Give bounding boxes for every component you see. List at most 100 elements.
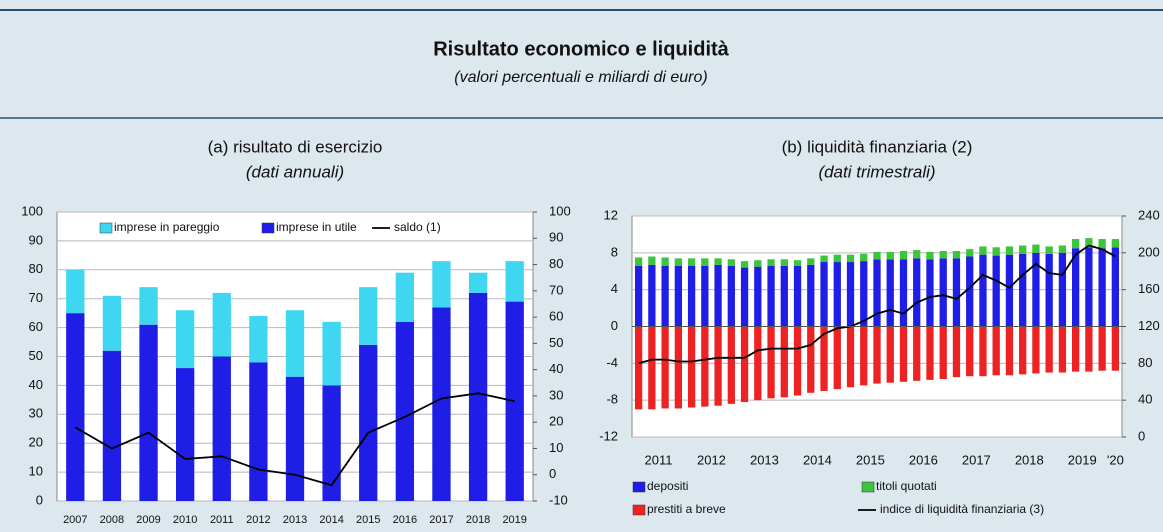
bar-segment	[1072, 239, 1080, 249]
bar-segment	[1098, 248, 1106, 327]
x-tick-label: 2012	[246, 514, 270, 526]
bar-segment	[66, 269, 85, 314]
bar-segment	[939, 326, 947, 379]
bar-segment	[793, 326, 802, 396]
bar-segment	[899, 259, 908, 327]
x-tick-label: 2013	[283, 514, 307, 526]
bar-segment	[322, 385, 341, 501]
bar-segment	[807, 326, 815, 393]
legend-label: imprese in pareggio	[114, 220, 220, 234]
x-tick-label: 2010	[173, 514, 197, 526]
bar-segment	[939, 258, 947, 327]
bar-segment	[634, 257, 643, 266]
y-tick-label: 70	[29, 290, 43, 305]
bar-segment	[793, 260, 802, 266]
x-tick-label: 2012	[697, 452, 726, 467]
bar-segment	[820, 326, 828, 391]
bar-segment	[913, 250, 921, 259]
bar-segment	[249, 362, 268, 501]
bar-segment	[1072, 326, 1080, 372]
bar-segment	[212, 356, 231, 501]
bar-segment	[846, 326, 855, 388]
bar-segment	[979, 254, 987, 327]
x-tick-label: 2018	[1015, 452, 1044, 467]
bar-segment	[727, 265, 735, 327]
x-tick-label: 2016	[909, 452, 938, 467]
bar-segment	[661, 257, 669, 266]
bar-segment	[727, 259, 735, 266]
bar-segment	[102, 295, 122, 351]
y2-tick-label: 40	[1138, 392, 1152, 407]
bar-segment	[780, 326, 788, 398]
bar-segment	[701, 326, 709, 407]
bar-segment	[860, 261, 868, 327]
y2-tick-label: 100	[549, 203, 571, 218]
y2-tick-label: 80	[549, 256, 563, 271]
x-tick-label: 2015	[856, 452, 885, 467]
bar-segment	[754, 266, 762, 327]
bar-segment	[661, 265, 669, 327]
legend-label: depositi	[647, 479, 688, 493]
x-tick-label: 2016	[393, 514, 417, 526]
bar-segment	[1045, 253, 1053, 327]
legend-label: saldo (1)	[394, 220, 441, 234]
bar-segment	[1045, 326, 1053, 373]
bar-segment	[1032, 252, 1040, 327]
bar-segment	[648, 326, 656, 410]
bar-segment	[648, 256, 656, 265]
x-tick-label: 2008	[100, 514, 124, 526]
y-tick-label: 80	[29, 261, 43, 276]
bar-segment	[714, 326, 722, 406]
legend-label: indice di liquidità finanziaria (3)	[880, 502, 1044, 516]
bar-segment	[1019, 253, 1027, 327]
bar-segment	[687, 326, 696, 408]
y-tick-label: 90	[29, 232, 43, 247]
bar-segment	[687, 265, 696, 327]
chart-subtitle: (dati annuali)	[246, 162, 344, 181]
bar-segment	[1005, 246, 1014, 255]
bar-segment	[648, 264, 656, 327]
bar-segment	[674, 265, 682, 327]
bar-segment	[395, 272, 414, 322]
bar-segment	[793, 265, 802, 327]
y-tick-label: 0	[611, 318, 618, 333]
y-tick-label: 100	[21, 203, 43, 218]
bar-segment	[992, 326, 1000, 376]
y2-tick-label: 90	[549, 230, 563, 245]
y2-tick-label: 200	[1138, 244, 1160, 259]
bar-segment	[886, 259, 894, 327]
y2-tick-label: 0	[549, 466, 556, 481]
x-tick-label: 2019	[1068, 452, 1097, 467]
bar-segment	[754, 326, 762, 401]
chart-subtitle: (dati trimestrali)	[818, 162, 935, 181]
bar-segment	[767, 326, 775, 399]
bar-segment	[966, 326, 974, 377]
bar-segment	[873, 251, 881, 260]
bar-segment	[714, 258, 722, 265]
bar-segment	[833, 262, 841, 327]
bar-segment	[1032, 244, 1040, 253]
y2-tick-label: 60	[549, 309, 563, 324]
bar-segment	[1072, 248, 1080, 327]
bar-segment	[873, 326, 881, 384]
y-tick-label: 12	[604, 207, 618, 222]
legend-label: imprese in utile	[276, 220, 357, 234]
bar-segment	[820, 262, 828, 327]
bar-segment	[873, 259, 881, 327]
x-tick-label: 2017	[429, 514, 453, 526]
x-tick-label: 2017	[962, 452, 991, 467]
bar-segment	[767, 265, 775, 327]
bar-segment	[66, 313, 85, 501]
legend-swatch	[861, 481, 875, 493]
bar-segment	[322, 321, 341, 386]
legend-swatch	[99, 222, 113, 234]
x-tick-label: 2011	[645, 452, 673, 467]
bar-segment	[727, 326, 735, 404]
bar-segment	[505, 261, 524, 302]
bar-segment	[740, 267, 749, 327]
bar-segment	[780, 265, 788, 327]
x-tick-label: '20	[1107, 452, 1124, 467]
y-tick-label: 4	[611, 281, 618, 296]
y2-tick-label: 160	[1138, 281, 1160, 296]
